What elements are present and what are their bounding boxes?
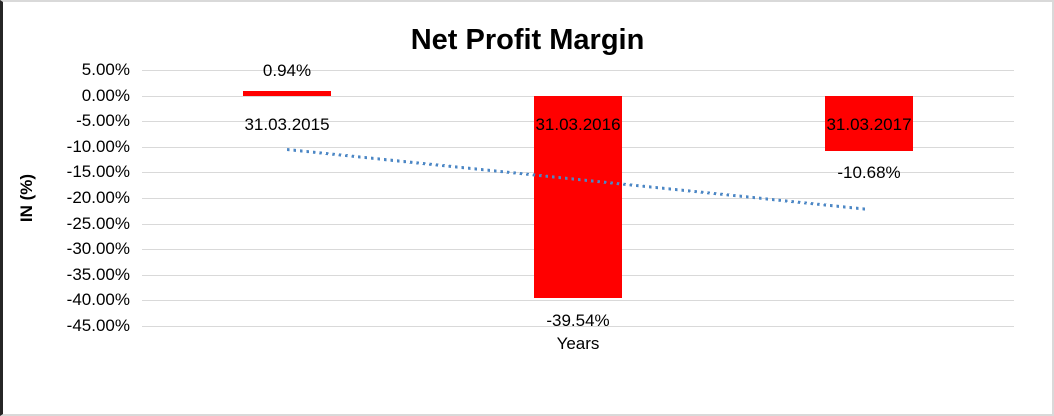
y-tick-label: -35.00% (66, 265, 130, 284)
y-tick-label: 0.00% (81, 86, 130, 105)
y-tick-label: 5.00% (81, 60, 130, 79)
y-tick-label: -10.00% (66, 137, 130, 156)
bar[interactable] (534, 96, 622, 298)
y-tick-label: -45.00% (66, 316, 130, 335)
category-label: 31.03.2016 (535, 115, 621, 134)
y-tick-label: -30.00% (66, 239, 130, 258)
y-tick-label: -25.00% (66, 214, 130, 233)
bar[interactable] (825, 96, 913, 151)
bar-data-label: -39.54% (546, 311, 610, 330)
x-axis-title: Years (556, 334, 600, 353)
bar-data-label: -10.68% (837, 163, 901, 182)
gridline (142, 300, 1014, 301)
y-tick-label: -15.00% (66, 162, 130, 181)
chart-canvas: Net Profit Margin IN (%) 5.00% 0.00% -5.00… (3, 2, 1052, 414)
gridline (142, 326, 1014, 327)
category-label: 31.03.2017 (826, 115, 912, 134)
bar-data-label: 0.94% (262, 61, 312, 80)
y-tick-label: -5.00% (76, 111, 130, 130)
gridline (142, 70, 1014, 71)
y-tick-label: -20.00% (66, 188, 130, 207)
y-tick-label: -40.00% (66, 290, 130, 309)
bar[interactable] (243, 91, 331, 96)
chart-title: Net Profit Margin (410, 24, 645, 56)
category-label: 31.03.2015 (244, 115, 330, 134)
